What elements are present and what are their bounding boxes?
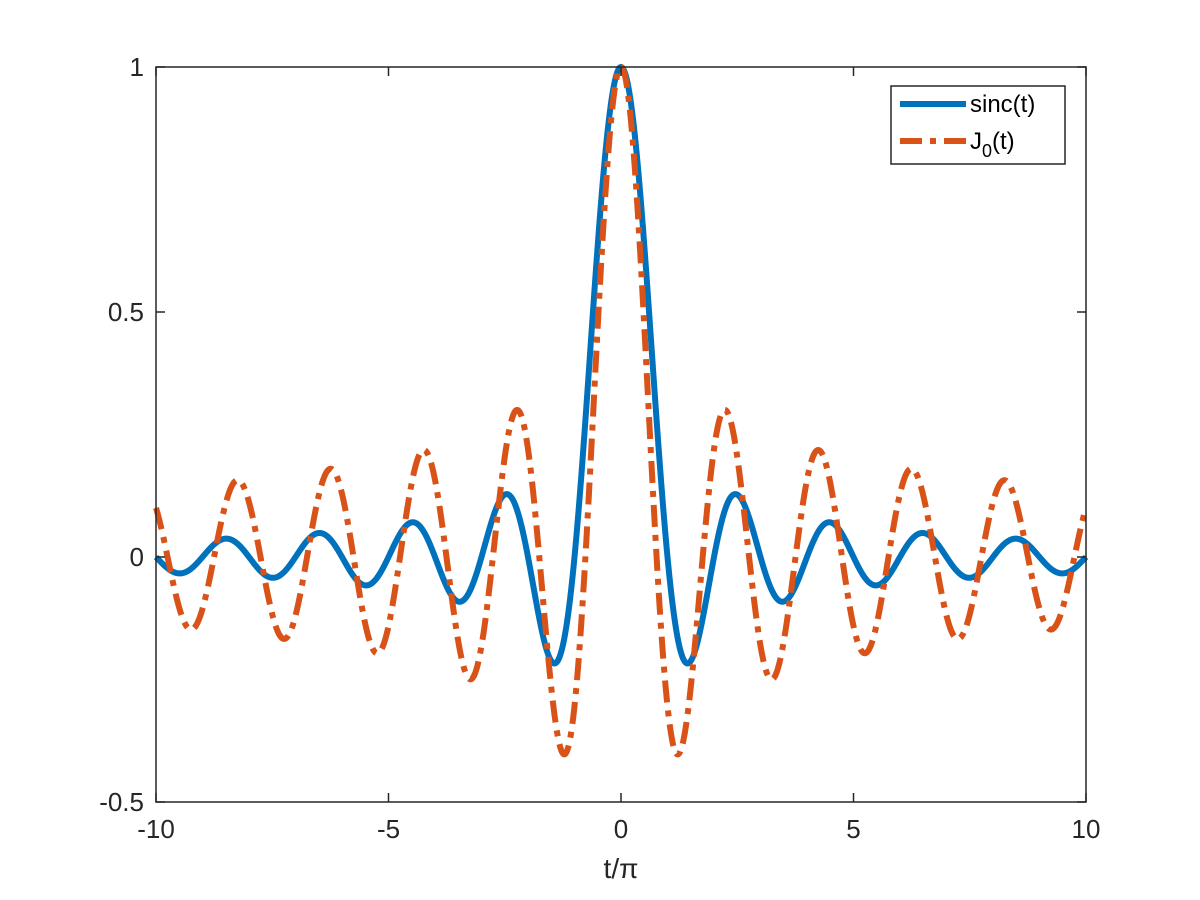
plot-area bbox=[156, 67, 1086, 802]
x-tick-label: 5 bbox=[846, 814, 860, 844]
ticks: -10 -5 0 5 10 -0.5 0 0.5 1 bbox=[99, 52, 1100, 844]
legend-box bbox=[890, 85, 1066, 165]
y-tick-label: 1 bbox=[130, 52, 144, 82]
y-tick-label: 0 bbox=[130, 542, 144, 572]
x-axis-label: t/π bbox=[604, 853, 639, 884]
x-tick-label: -5 bbox=[377, 814, 400, 844]
x-tick-label: 0 bbox=[614, 814, 628, 844]
legend-label-1: sinc(t) bbox=[970, 91, 1035, 118]
legend: sinc(t)J0(t) bbox=[890, 85, 1066, 165]
y-tick-label: -0.5 bbox=[99, 787, 144, 817]
x-tick-label: 10 bbox=[1072, 814, 1101, 844]
x-tick-label: -10 bbox=[137, 814, 175, 844]
series-line-2 bbox=[153, 64, 1089, 758]
y-tick-label: 0.5 bbox=[108, 297, 144, 327]
